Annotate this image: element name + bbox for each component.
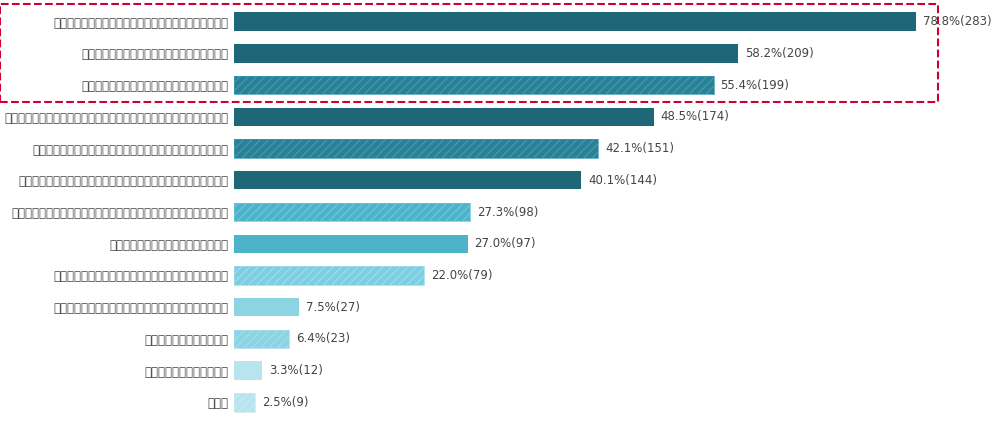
Bar (234, 203, 470, 221)
Text: 3.3%(12): 3.3%(12) (269, 364, 323, 377)
Bar (234, 266, 424, 285)
Text: 27.0%(97): 27.0%(97) (474, 237, 536, 250)
Bar (234, 44, 738, 63)
Bar (234, 330, 289, 348)
Text: 55.4%(199): 55.4%(199) (720, 78, 789, 92)
Bar (234, 330, 289, 348)
Text: 7.5%(27): 7.5%(27) (306, 301, 360, 314)
Text: 78.8%(283): 78.8%(283) (923, 15, 992, 28)
Text: 2.5%(9): 2.5%(9) (262, 396, 309, 409)
Bar (234, 139, 598, 158)
Text: 42.1%(151): 42.1%(151) (605, 142, 674, 155)
Bar (234, 171, 581, 190)
Bar (234, 12, 916, 31)
Bar (234, 266, 424, 285)
Text: 22.0%(79): 22.0%(79) (431, 269, 493, 282)
Bar (234, 76, 714, 94)
Bar (234, 361, 262, 380)
Bar (234, 203, 470, 221)
Bar (234, 393, 255, 412)
Bar (234, 139, 598, 158)
Text: 58.2%(209): 58.2%(209) (745, 47, 813, 60)
Text: 48.5%(174): 48.5%(174) (661, 110, 730, 123)
Bar (234, 234, 468, 253)
Bar (234, 393, 255, 412)
Text: 27.3%(98): 27.3%(98) (477, 206, 538, 218)
Bar (234, 108, 654, 126)
Bar (234, 76, 714, 94)
Bar (234, 298, 299, 316)
Text: 40.1%(144): 40.1%(144) (588, 174, 657, 187)
Text: 6.4%(23): 6.4%(23) (296, 332, 350, 346)
